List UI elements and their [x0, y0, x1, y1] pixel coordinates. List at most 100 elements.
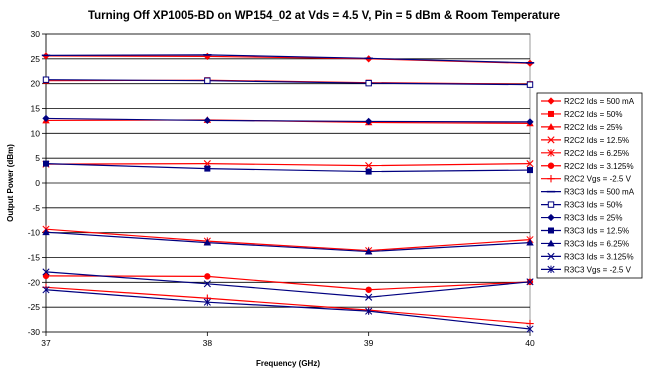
data-point — [365, 293, 373, 301]
data-point — [365, 168, 372, 175]
x-axis-title: Frequency (GHz) — [256, 359, 320, 368]
y-axis-ticks: 30 25 20 15 10 5 0 -5 -10 -15 -20 -25 -30 — [28, 29, 47, 337]
data-point — [365, 117, 373, 126]
legend-marker — [547, 162, 555, 169]
y-tick-label: -25 — [28, 302, 41, 312]
series — [42, 114, 534, 126]
chart-title: Turning Off XP1005-BD on WP154_02 at Vds… — [88, 10, 560, 22]
legend-entry: R2C2 Ids = 50% — [541, 110, 622, 119]
legend-marker — [547, 123, 555, 130]
data-point — [42, 114, 50, 123]
data-point — [42, 272, 50, 280]
legend-marker — [547, 136, 555, 144]
series-line — [45, 163, 531, 167]
series — [42, 268, 534, 301]
legend-label: R2C2 Vgs = -2.5 V — [564, 175, 632, 184]
legend-label: R3C3 Ids = 3.125% — [564, 252, 634, 261]
legend-label: R2C2 Ids = 500 mA — [564, 97, 635, 106]
data-point — [526, 238, 534, 246]
legend-label: R2C2 Ids = 3.125% — [564, 162, 634, 171]
legend-label: R3C3 Vgs = -2.5 V — [564, 265, 632, 274]
x-tick-label: 37 — [41, 338, 51, 348]
legend-entry: R2C2 Ids = 3.125% — [541, 162, 634, 171]
legend-marker — [547, 213, 555, 222]
legend-entry: R3C3 Ids = 12.5% — [541, 227, 629, 236]
data-point — [42, 228, 50, 236]
y-tick-label: 25 — [31, 54, 41, 64]
series-line — [45, 286, 531, 325]
legend-marker — [547, 149, 555, 157]
legend: R2C2 Ids = 500 mA R2C2 Ids = 50% R2C2 Ids … — [536, 92, 643, 279]
series-line — [45, 228, 531, 252]
legend-label: R3C3 Ids = 500 mA — [564, 188, 635, 197]
legend-label: R2C2 Ids = 6.25% — [564, 149, 629, 158]
series — [42, 160, 533, 175]
legend-label: R3C3 Ids = 12.5% — [564, 227, 629, 236]
data-point — [365, 162, 373, 170]
x-tick-label: 38 — [203, 338, 213, 348]
x-tick-label: 39 — [364, 338, 374, 348]
data-point — [204, 165, 211, 172]
data-point — [203, 280, 211, 288]
legend-box — [536, 92, 643, 279]
x-axis-ticks: 37 38 39 40 — [41, 332, 535, 348]
data-point — [203, 238, 212, 246]
series — [41, 54, 535, 64]
legend-entry: R2C2 Vgs = -2.5 V — [541, 175, 632, 184]
y-tick-label: -10 — [28, 228, 41, 238]
y-axis-title: Output Power (dBm) — [6, 144, 15, 222]
data-point — [204, 77, 211, 84]
data-point — [365, 307, 373, 315]
series-line — [45, 231, 531, 253]
series — [42, 286, 534, 333]
data-point — [42, 160, 49, 167]
series-line — [45, 54, 531, 64]
data-point — [365, 286, 372, 293]
legend-entry: R2C2 Ids = 12.5% — [541, 136, 629, 145]
data-point — [526, 278, 534, 286]
x-tick-label: 40 — [525, 338, 535, 348]
y-tick-label: 10 — [31, 128, 41, 138]
series-line — [45, 79, 531, 86]
y-tick-label: 0 — [35, 178, 40, 188]
data-point — [526, 167, 533, 174]
data-point — [364, 247, 373, 255]
y-tick-label: -15 — [28, 253, 41, 263]
data-point — [204, 273, 211, 280]
legend-marker — [547, 110, 554, 117]
gridlines — [46, 33, 530, 333]
series-layer — [41, 52, 535, 333]
data-point — [203, 298, 211, 306]
series-line — [45, 275, 531, 291]
y-tick-label: -5 — [32, 203, 40, 213]
y-tick-label: 5 — [35, 153, 40, 163]
series — [42, 76, 534, 88]
legend-entry: R3C3 Vgs = -2.5 V — [541, 265, 632, 274]
data-point — [526, 81, 534, 88]
data-point — [203, 116, 211, 125]
y-tick-label: 15 — [31, 104, 41, 114]
legend-marker — [547, 265, 555, 274]
data-point — [526, 160, 534, 168]
legend-entry: R3C3 Ids = 25% — [541, 214, 622, 223]
legend-entry: R3C3 Ids = 50% — [541, 201, 622, 210]
data-point — [42, 76, 50, 83]
series-line — [45, 271, 531, 298]
legend-marker — [547, 252, 555, 260]
y-tick-label: 30 — [31, 29, 41, 39]
data-point — [365, 79, 372, 87]
legend-entry: R2C2 Ids = 6.25% — [541, 149, 629, 158]
data-point — [42, 268, 50, 276]
legend-label: R3C3 Ids = 6.25% — [564, 239, 629, 248]
legend-marker — [547, 201, 555, 208]
series-line — [45, 289, 531, 330]
legend-entry: R3C3 Ids = 6.25% — [541, 239, 629, 248]
series — [42, 228, 534, 255]
y-tick-label: -20 — [28, 277, 41, 287]
legend-label: R3C3 Ids = 50% — [564, 201, 622, 210]
legend-entry: R2C2 Ids = 25% — [541, 123, 622, 132]
legend-entry: R3C3 Ids = 500 mA — [541, 188, 635, 197]
y-tick-label: -30 — [28, 327, 41, 337]
series-line — [45, 163, 531, 173]
